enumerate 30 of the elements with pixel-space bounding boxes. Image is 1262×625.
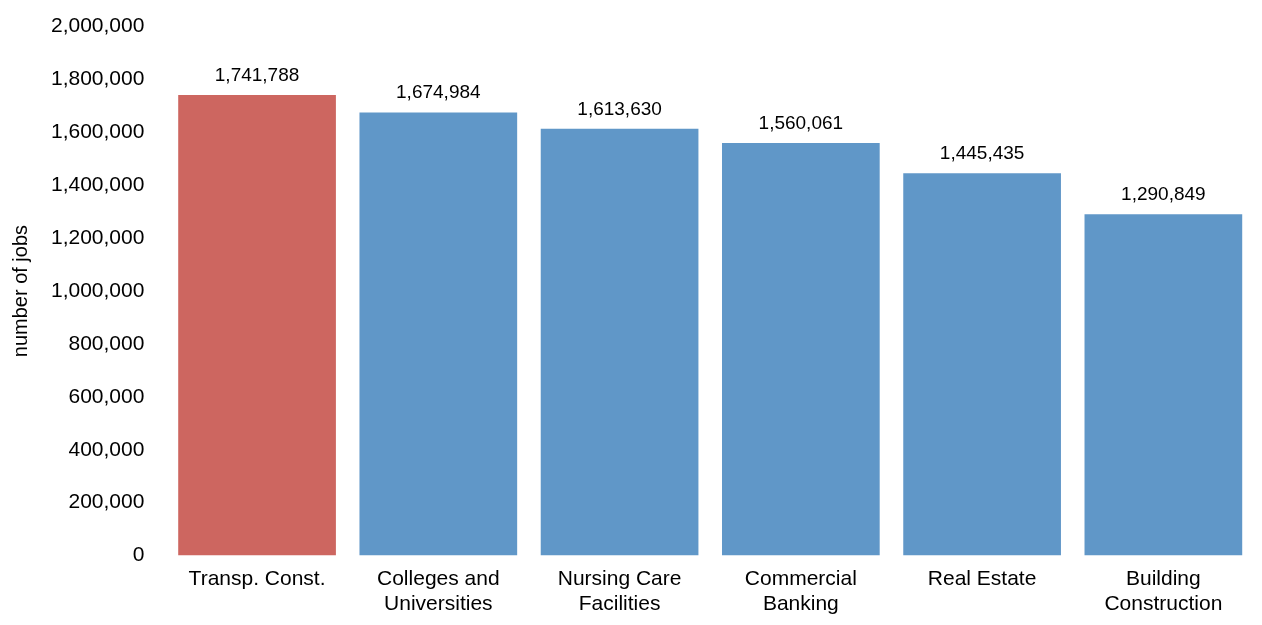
bar: [903, 173, 1061, 556]
x-tick-label: Real Estate: [927, 566, 1037, 589]
y-tick-label: 600,000: [68, 383, 145, 407]
y-tick-label: 2,000,000: [50, 13, 145, 37]
x-tick-label: Colleges and Universities: [377, 566, 500, 615]
y-tick-label: 1,800,000: [50, 66, 145, 90]
y-tick-label: 1,200,000: [50, 225, 145, 248]
bar: [178, 94, 336, 556]
y-tick-label: 1,000,000: [50, 277, 145, 301]
y-axis-title: number of jobs: [8, 224, 31, 358]
y-tick-label: 0: [132, 542, 145, 566]
x-tick-label: Building Construction: [1104, 566, 1223, 615]
data-label: 1,560,061: [758, 111, 844, 133]
data-label: 1,445,435: [939, 142, 1025, 164]
x-tick-label: Commercial Banking: [744, 566, 857, 615]
data-label: 1,613,630: [577, 97, 662, 119]
data-label: 1,741,788: [214, 63, 300, 85]
bar: [1084, 214, 1243, 556]
x-tick-label: Transp. Const.: [188, 566, 326, 589]
data-label: 1,290,849: [1121, 182, 1206, 204]
bar: [359, 112, 518, 556]
y-tick-label: 800,000: [68, 330, 145, 354]
y-tick-label: 1,400,000: [50, 172, 145, 196]
y-tick-label: 1,600,000: [50, 119, 145, 143]
x-tick-label: Nursing Care Facilities: [557, 566, 682, 615]
y-tick-label: 200,000: [68, 489, 145, 513]
bar: [540, 128, 699, 556]
bar: [721, 142, 880, 556]
y-tick-label: 400,000: [68, 436, 145, 460]
data-label: 1,674,984: [396, 81, 482, 103]
